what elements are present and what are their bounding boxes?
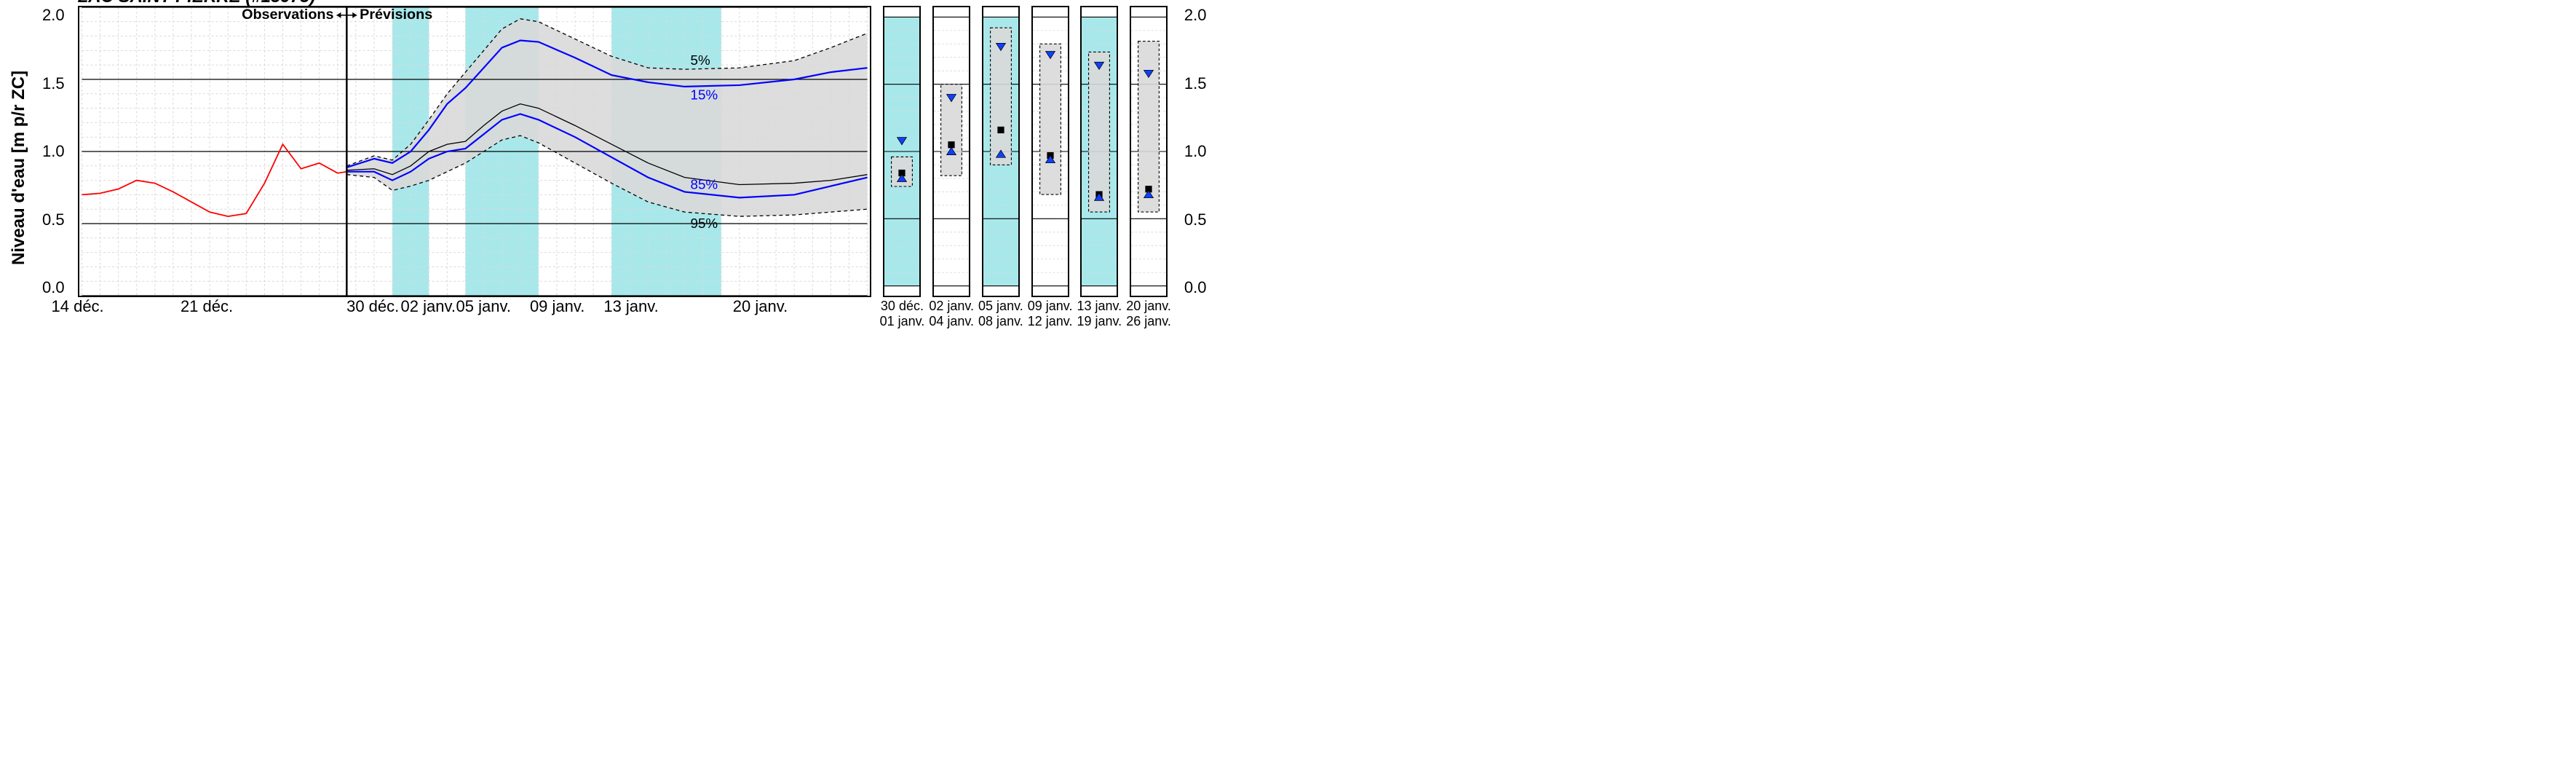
main-plot-area: LAC SAINT-PIERRE (#15975) ObservationsPr… — [78, 6, 871, 318]
summary-panel: 05 janv.08 janv. — [978, 6, 1023, 328]
y-ticks-right: 2.01.51.00.50.0 — [1180, 6, 1211, 297]
y-axis-title: Niveau d'eau [m p/r ZC] — [6, 22, 29, 313]
y-ticks-left: 2.01.51.00.50.0 — [38, 6, 69, 297]
summary-panel: 09 janv.12 janv. — [1028, 6, 1073, 328]
svg-text:5%: 5% — [690, 52, 710, 68]
summary-panel: 30 déc.01 janv. — [880, 6, 925, 328]
panel-date-label: 13 janv.19 janv. — [1077, 299, 1122, 328]
panel-date-label: 02 janv.04 janv. — [929, 299, 974, 328]
figure-container: Niveau d'eau [m p/r ZC] 2.01.51.00.50.0 … — [6, 6, 2570, 328]
svg-text:95%: 95% — [690, 216, 718, 231]
svg-text:Observations: Observations — [242, 7, 333, 23]
chart-title: LAC SAINT-PIERRE (#15975) — [78, 0, 316, 7]
summary-panel: 20 janv.26 janv. — [1126, 6, 1171, 328]
summary-panel: 13 janv.19 janv. — [1077, 6, 1122, 328]
x-ticks: 14 déc.21 déc.30 déc.02 janv.05 janv.09 … — [78, 297, 871, 318]
svg-text:Prévisions: Prévisions — [360, 7, 432, 23]
summary-panels: 30 déc.01 janv.02 janv.04 janv.05 janv.0… — [880, 6, 1171, 328]
main-plot-svg: Observations Prévisions 5% 15% 85% 95% — [78, 6, 871, 297]
panel-date-label: 09 janv.12 janv. — [1028, 299, 1073, 328]
panel-date-label: 05 janv.08 janv. — [978, 299, 1023, 328]
panel-date-label: 20 janv.26 janv. — [1126, 299, 1171, 328]
summary-panel: 02 janv.04 janv. — [929, 6, 974, 328]
svg-text:85%: 85% — [690, 176, 718, 192]
panel-date-label: 30 déc.01 janv. — [880, 299, 925, 328]
svg-text:15%: 15% — [690, 87, 718, 103]
